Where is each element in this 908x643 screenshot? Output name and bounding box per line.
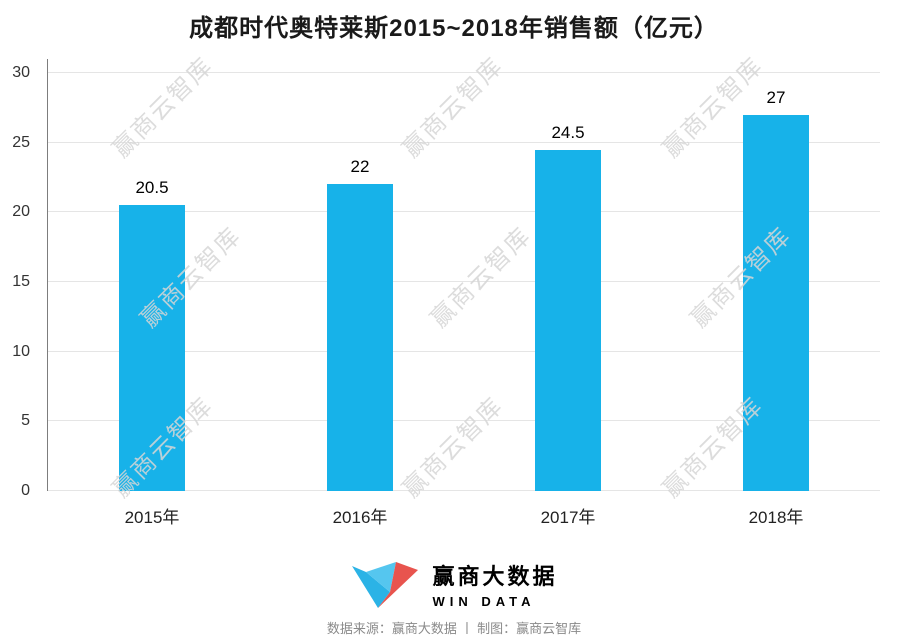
source-note: 数据来源：赢商大数据 丨 制图：赢商云智库: [326, 621, 582, 636]
bar-2018年: 27: [743, 88, 809, 491]
gridline: [48, 141, 880, 143]
bar-value-label: 20.5: [135, 178, 169, 198]
plot-area: 20.5 22 24.5 27: [47, 59, 880, 491]
x-tick-label: 2016年: [332, 508, 388, 527]
x-axis-labels: 2015年 2016年 2017年 2018年: [48, 503, 880, 528]
bar-column: 24.5: [464, 73, 672, 491]
bar-2015年: 20.5: [119, 178, 185, 491]
gridline: [48, 420, 880, 422]
chart-title: 成都时代奥特莱斯2015~2018年销售额（亿元）: [189, 15, 719, 42]
x-tick-label: 2018年: [748, 508, 804, 527]
y-axis-labels: 0 5 10 15 20 25 30: [0, 64, 40, 499]
bar-2016年: 22: [327, 157, 393, 491]
x-tick-label: 2015年: [124, 508, 180, 527]
bar-column: 22: [256, 73, 464, 491]
y-tick-label: 20: [12, 203, 30, 221]
windata-logo-icon: [352, 562, 419, 608]
y-tick-label: 5: [21, 412, 30, 430]
y-tick-label: 0: [21, 482, 30, 499]
gridline: [48, 281, 880, 282]
gridline: [48, 211, 880, 213]
y-tick-label: 25: [12, 133, 30, 151]
y-tick-label: 10: [12, 342, 30, 360]
gridline: [48, 490, 880, 491]
y-tick-label: 15: [12, 273, 30, 290]
brand-subtitle: WIN DATA: [432, 594, 536, 609]
gridline: [48, 350, 880, 352]
y-axis-line: [47, 59, 48, 491]
bar-value-label: 27: [766, 87, 786, 107]
x-tick-label: 2017年: [540, 508, 596, 527]
bar-2017年: 24.5: [535, 123, 601, 491]
bar-column: 20.5: [48, 73, 256, 491]
y-tick-label: 30: [12, 64, 30, 81]
gridline: [48, 72, 880, 73]
brand-logo: 赢商大数据 WIN DATA: [0, 558, 908, 610]
bar-column: 27: [672, 73, 880, 491]
bar-value-label: 22: [350, 157, 370, 177]
brand-name: 赢商大数据: [432, 564, 558, 589]
brand-text: 赢商大数据 WIN DATA: [432, 559, 557, 609]
bars-row: 20.5 22 24.5 27: [48, 73, 880, 491]
bar-value-label: 24.5: [551, 122, 585, 142]
